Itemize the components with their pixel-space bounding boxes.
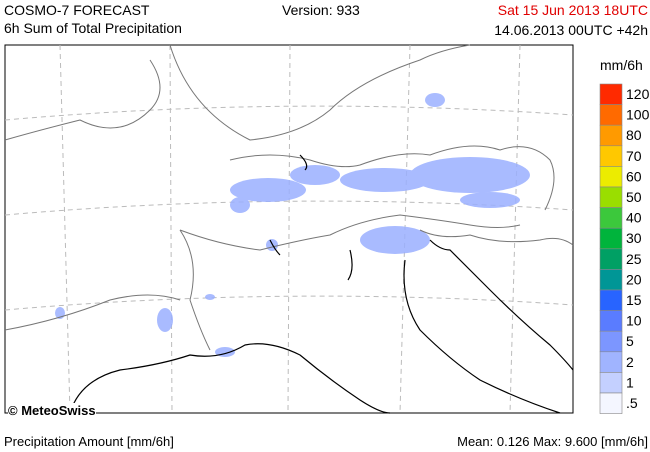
max-label: Max: (533, 434, 562, 449)
title: COSMO-7 FORECAST (4, 2, 150, 18)
copyright: © MeteoSwiss (8, 403, 96, 419)
legend-label: 25 (626, 251, 642, 267)
max-value: 9.600 (564, 434, 598, 449)
borders (4, 44, 574, 351)
legend-swatch (599, 330, 623, 353)
footer-left: Precipitation Amount [mm/6h] (4, 434, 174, 449)
legend-swatch (599, 83, 623, 105)
stats-unit: [mm/6h] (601, 434, 648, 449)
legend-swatch (599, 186, 623, 208)
legend-unit: mm/6h (600, 57, 643, 73)
legend-swatch (599, 207, 623, 229)
legend: mm/6h 120 100 80 70 60 50 40 30 25 20 15 10 5 2 1 .5 (599, 57, 650, 414)
legend-label: 70 (626, 148, 642, 164)
valid-time: Sat 15 Jun 2013 18UTC (497, 2, 648, 18)
legend-label: 30 (626, 230, 642, 246)
legend-label: 120 (626, 86, 650, 102)
legend-label: 100 (626, 107, 650, 123)
legend-swatch (599, 227, 623, 250)
legend-label: 1 (626, 374, 634, 390)
mean-value: 0.126 (496, 434, 530, 449)
legend-swatch (599, 372, 623, 394)
legend-swatch (599, 392, 623, 414)
footer-stats: Mean: 0.126 Max: 9.600 [mm/6h] (457, 434, 648, 450)
legend-label: 80 (626, 127, 642, 143)
legend-label: 15 (626, 292, 642, 308)
legend-label: 5 (626, 333, 634, 349)
legend-label: 60 (626, 168, 642, 184)
legend-label: 10 (626, 313, 642, 329)
legend-label: 20 (626, 271, 642, 287)
legend-swatch (599, 104, 623, 126)
precip-areas (55, 93, 530, 357)
subtitle: 6h Sum of Total Precipitation (4, 20, 182, 36)
legend-swatch (599, 269, 623, 291)
mean-label: Mean: (457, 434, 494, 449)
legend-label: 50 (626, 189, 642, 205)
legend-label: .5 (626, 395, 638, 411)
legend-swatch (599, 166, 623, 188)
version: Version: 933 (282, 2, 360, 18)
legend-label: 2 (626, 354, 634, 370)
legend-swatch (599, 289, 623, 311)
coastline (69, 154, 574, 414)
legend-swatch (599, 248, 623, 270)
run-time: 14.06.2013 00UTC +42h (494, 22, 648, 38)
legend-swatch (599, 145, 623, 167)
legend-swatch (599, 351, 623, 373)
legend-label: 40 (626, 210, 642, 226)
legend-swatch (599, 124, 623, 147)
legend-swatch (599, 310, 623, 332)
